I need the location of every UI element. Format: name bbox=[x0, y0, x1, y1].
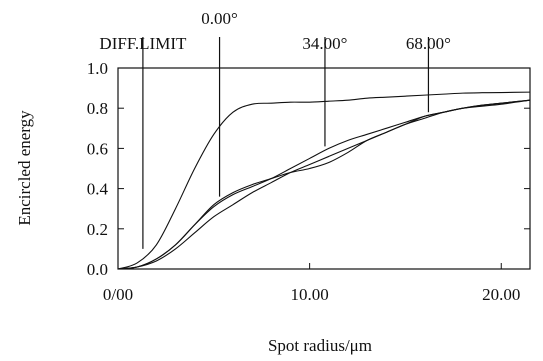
series-line bbox=[117, 99, 531, 270]
y-tick-label: 0.8 bbox=[87, 99, 108, 118]
y-axis-label: Encircled energy bbox=[15, 110, 34, 226]
x-tick-label: 20.00 bbox=[482, 285, 520, 304]
series-line bbox=[117, 99, 531, 270]
marker-label: DIFF.LIMIT bbox=[99, 34, 187, 53]
series-line bbox=[117, 99, 531, 270]
series-line bbox=[117, 91, 531, 270]
y-tick-label: 0.6 bbox=[87, 139, 108, 158]
x-tick-label: 0/00 bbox=[103, 285, 133, 304]
y-tick-label: 0.2 bbox=[87, 220, 108, 239]
x-tick-label: 10.00 bbox=[291, 285, 329, 304]
marker-label: 34.00° bbox=[302, 34, 347, 53]
y-tick-label: 1.0 bbox=[87, 59, 108, 78]
plot-frame bbox=[117, 67, 531, 270]
y-tick-label: 0.0 bbox=[87, 260, 108, 279]
x-axis-label: Spot radius/μm bbox=[268, 336, 372, 355]
marker-label: 68.00° bbox=[406, 34, 451, 53]
y-tick-label: 0.4 bbox=[87, 180, 109, 199]
marker-label: 0.00° bbox=[201, 9, 238, 28]
